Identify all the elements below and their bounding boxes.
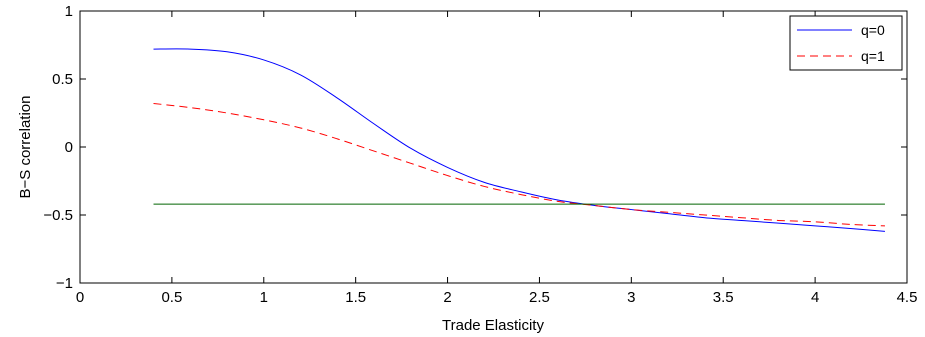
series-line-q0 bbox=[153, 48, 885, 232]
x-tick-label: 1.5 bbox=[345, 289, 366, 306]
y-tick-label: −0.5 bbox=[43, 207, 73, 224]
x-tick-label: 1 bbox=[260, 289, 268, 306]
x-tick-label: 3.5 bbox=[713, 289, 734, 306]
y-tick-label: 1 bbox=[65, 3, 73, 20]
series-line-q1 bbox=[153, 102, 885, 227]
x-tick-label: 0.5 bbox=[161, 289, 182, 306]
x-tick-label: 4 bbox=[811, 289, 819, 306]
legend-label-q1: q=1 bbox=[861, 48, 885, 64]
plot-area bbox=[79, 10, 908, 284]
legend: q=0 q=1 bbox=[789, 15, 903, 71]
x-tick-label: 4.5 bbox=[897, 289, 918, 306]
x-tick-label: 3 bbox=[627, 289, 635, 306]
x-axis-label: Trade Elasticity bbox=[442, 317, 544, 334]
y-tick-label: 0.5 bbox=[52, 71, 73, 88]
x-tick-label: 0 bbox=[76, 289, 84, 306]
x-tick-label: 2.5 bbox=[529, 289, 550, 306]
legend-label-q0: q=0 bbox=[861, 22, 885, 38]
y-tick-label: −1 bbox=[56, 275, 73, 292]
legend-box bbox=[789, 15, 903, 71]
y-axis-label: B−S correlation bbox=[17, 96, 34, 199]
y-tick-label: 0 bbox=[65, 139, 73, 156]
x-tick-label: 2 bbox=[443, 289, 451, 306]
